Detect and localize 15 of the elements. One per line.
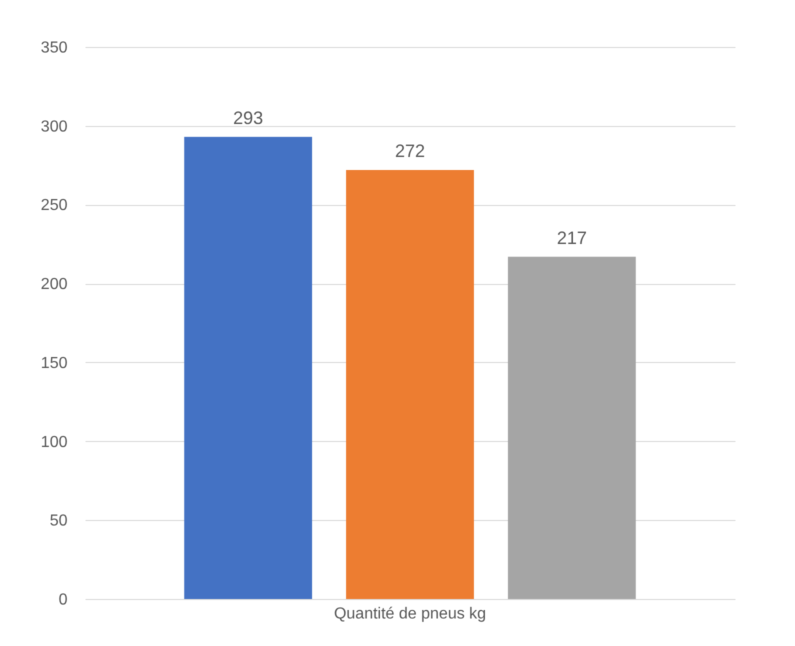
y-tick-label: 300 xyxy=(40,118,68,136)
data-label: 217 xyxy=(556,228,587,248)
y-tick-label: 0 xyxy=(58,592,68,608)
bar xyxy=(184,136,312,599)
y-tick-label: 350 xyxy=(40,40,68,56)
x-tick-label: Quantité de pneus kg xyxy=(334,606,486,622)
data-label: 293 xyxy=(233,108,264,128)
y-tick-label: 50 xyxy=(50,512,68,530)
y-tick-label: 250 xyxy=(40,197,68,214)
bar xyxy=(508,256,636,599)
bar xyxy=(346,170,474,599)
y-tick-label: 100 xyxy=(40,434,68,451)
data-label: 272 xyxy=(394,141,426,162)
y-tick-label: 200 xyxy=(40,276,68,294)
y-tick-label: 150 xyxy=(40,354,68,372)
